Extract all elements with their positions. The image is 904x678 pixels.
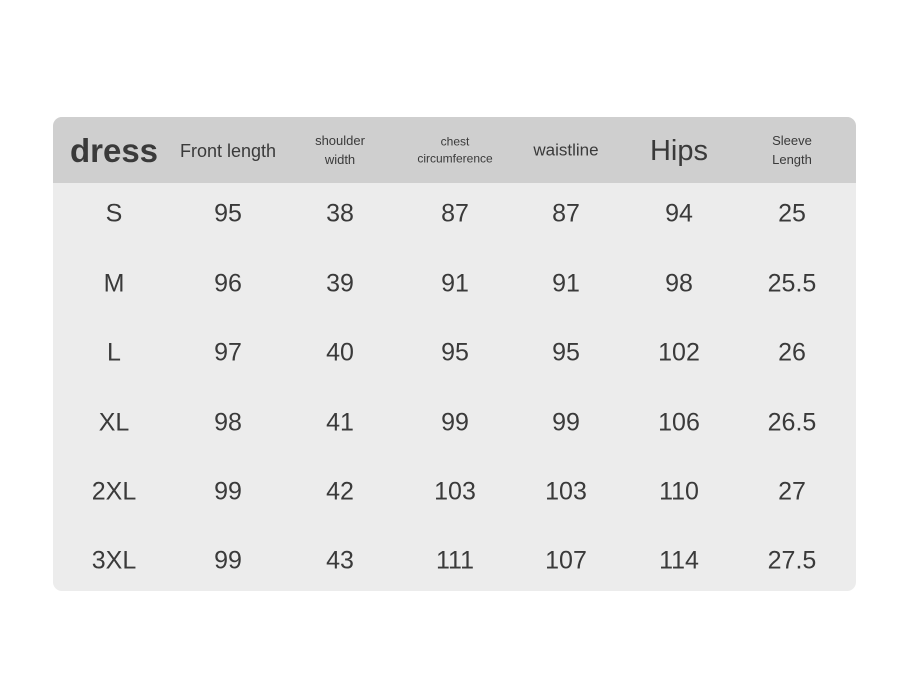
table-cell: 91 <box>552 269 580 298</box>
header-row <box>53 117 856 183</box>
table-cell: XL <box>98 408 130 437</box>
table-cell: 3XL <box>91 546 137 575</box>
table-cell: 107 <box>545 546 587 575</box>
table-cell: 39 <box>326 269 354 298</box>
header-cell: dress <box>69 132 159 170</box>
table-cell: 97 <box>214 338 242 367</box>
table-cell: 103 <box>434 477 476 506</box>
table-cell: 96 <box>214 269 242 298</box>
header-cell: shoulder width <box>315 133 365 167</box>
header-cell: chest circumference <box>417 134 493 166</box>
table-cell: 95 <box>441 338 469 367</box>
table-cell: M <box>103 269 125 298</box>
table-cell: 102 <box>658 338 700 367</box>
table-cell: 99 <box>552 408 580 437</box>
table-cell: S <box>105 199 123 228</box>
table-cell: 87 <box>552 199 580 228</box>
table-cell: 98 <box>214 408 242 437</box>
header-cell: Front length <box>179 140 277 161</box>
table-cell: 26 <box>778 338 806 367</box>
table-cell: 98 <box>665 269 693 298</box>
table-cell: 40 <box>326 338 354 367</box>
table-cell: 25 <box>778 199 806 228</box>
table-cell: 106 <box>658 408 700 437</box>
table-cell: 26.5 <box>767 408 817 437</box>
table-cell: 94 <box>665 199 693 228</box>
header-cell: waistline <box>533 140 599 160</box>
table-cell: 2XL <box>91 477 137 506</box>
table-cell: 99 <box>441 408 469 437</box>
table-cell: 99 <box>214 477 242 506</box>
table-cell: 87 <box>441 199 469 228</box>
table-cell: 27.5 <box>767 546 817 575</box>
table-cell: 114 <box>659 546 699 575</box>
table-cell: 111 <box>435 546 474 575</box>
table-cell: 99 <box>214 546 242 575</box>
table-cell: 27 <box>778 477 806 506</box>
table-cell: 110 <box>659 477 699 506</box>
header-cell: Sleeve Length <box>772 133 812 167</box>
table-cell: 42 <box>326 477 354 506</box>
table-cell: 91 <box>441 269 469 298</box>
table-cell: 38 <box>326 199 354 228</box>
table-cell: 95 <box>552 338 580 367</box>
table-cell: 41 <box>326 408 354 437</box>
table-cell: 25.5 <box>767 269 817 298</box>
size-table: dress Front length shoulder width chest cir… <box>53 117 856 591</box>
table-cell: 43 <box>326 546 354 575</box>
header-cell: Hips <box>649 134 708 167</box>
table-cell: L <box>107 338 121 367</box>
table-cell: 95 <box>214 199 242 228</box>
table-cell: 103 <box>545 477 587 506</box>
